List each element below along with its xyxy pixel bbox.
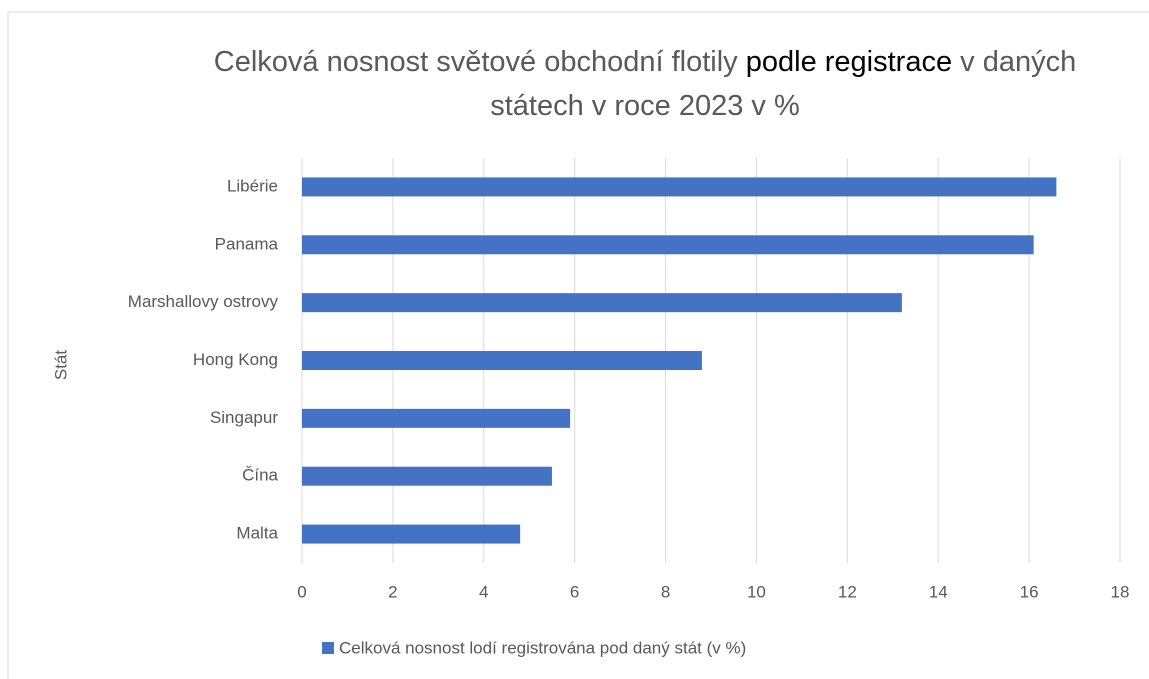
x-tick-label: 0 bbox=[297, 582, 306, 601]
x-tick-label: 16 bbox=[1020, 582, 1039, 601]
y-tick-label: Malta bbox=[236, 524, 278, 543]
title-part: Celková nosnost světové obchodní flotily bbox=[213, 46, 746, 78]
chart-border bbox=[7, 11, 1149, 679]
title-part: podle registrace bbox=[745, 46, 953, 78]
bar bbox=[302, 351, 702, 370]
chart-title: Celková nosnost světové obchodní flotily… bbox=[170, 40, 1120, 128]
x-tick-label: 4 bbox=[479, 582, 488, 601]
x-tick-label: 6 bbox=[570, 582, 579, 601]
y-tick-label: Libérie bbox=[227, 176, 278, 195]
bar bbox=[302, 466, 552, 486]
x-tick-label: 10 bbox=[747, 582, 766, 601]
bar bbox=[302, 235, 1034, 255]
y-tick-label: Čína bbox=[242, 466, 278, 485]
y-tick-label: Singapur bbox=[210, 408, 278, 427]
bar bbox=[302, 177, 1057, 197]
y-tick-label: Marshallovy ostrovy bbox=[128, 292, 279, 311]
bar bbox=[302, 524, 521, 544]
title-part: v daných státech v roce 2023 v % bbox=[490, 46, 1077, 122]
bar bbox=[302, 408, 571, 428]
bar bbox=[302, 293, 902, 313]
legend-swatch bbox=[322, 642, 334, 654]
x-tick-label: 2 bbox=[388, 582, 397, 601]
x-tick-label: 8 bbox=[661, 582, 670, 601]
y-tick-label: Hong Kong bbox=[193, 350, 278, 369]
x-tick-label: 18 bbox=[1111, 582, 1130, 601]
x-tick-label: 14 bbox=[929, 582, 948, 601]
y-tick-label: Panama bbox=[215, 234, 279, 253]
legend-label: Celková nosnost lodí registrována pod da… bbox=[339, 638, 746, 657]
y-axis-label: Stát bbox=[51, 350, 70, 381]
x-tick-label: 12 bbox=[838, 582, 857, 601]
